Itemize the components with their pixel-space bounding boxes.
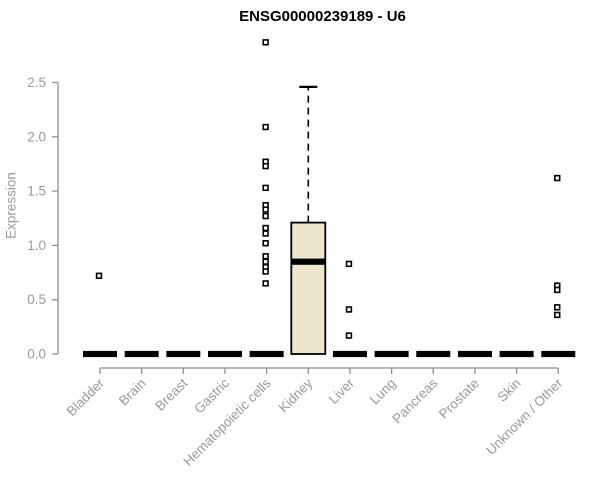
x-axis-category-label-unknown-other: Unknown / Other	[483, 375, 566, 458]
boxplot-brain	[124, 350, 159, 358]
outlier-point	[262, 258, 269, 265]
x-axis-category-label-bladder: Bladder	[64, 375, 108, 419]
median-line	[291, 258, 326, 265]
zero-median-bar	[457, 350, 492, 358]
boxplot-skin	[499, 350, 534, 358]
boxplot-liver	[332, 260, 367, 358]
outlier-point	[262, 123, 269, 131]
y-axis-tick-label: 2.0	[27, 129, 46, 144]
zero-median-bar	[416, 350, 451, 358]
x-axis-category-label-kidney: Kidney	[276, 375, 316, 415]
zero-median-bar	[541, 350, 576, 358]
boxplot-kidney	[290, 85, 327, 355]
outlier-point	[345, 332, 353, 339]
outlier-point	[345, 306, 353, 313]
zero-median-bar	[499, 350, 534, 358]
x-axis-category-label-brain: Brain	[116, 376, 149, 409]
y-axis-tick-label: 1.0	[27, 238, 46, 253]
boxplot-prostate	[457, 350, 492, 358]
outlier-point	[345, 260, 353, 268]
boxplot-lung	[374, 350, 409, 358]
outlier-point	[262, 212, 269, 220]
y-axis-tick-label: 1.5	[27, 184, 46, 199]
x-axis-category-label-breast: Breast	[152, 375, 190, 413]
y-axis-tick-label: 2.5	[27, 75, 46, 90]
outlier-point	[262, 206, 269, 213]
outlier-point	[262, 184, 269, 192]
outlier-point	[262, 230, 269, 237]
outlier-point	[262, 280, 269, 287]
y-axis-tick-label: 0.5	[27, 292, 46, 307]
zero-median-bar	[374, 350, 409, 358]
boxplot-breast	[166, 350, 201, 358]
chart-title: ENSG00000239189 - U6	[239, 8, 406, 25]
iqr-box	[290, 221, 327, 355]
outlier-point	[262, 162, 269, 170]
y-axis: 0.0 0.5 1.0 1.5 2.0 2.5	[27, 75, 59, 362]
outlier-point	[262, 240, 269, 247]
outlier-point	[262, 224, 269, 232]
zero-median-bar	[124, 350, 159, 358]
x-axis-category-label-liver: Liver	[326, 375, 358, 407]
outlier-point	[554, 311, 561, 319]
x-axis-category-label-gastric: Gastric	[191, 375, 232, 416]
outlier-point	[262, 268, 269, 275]
outlier-point	[554, 286, 561, 294]
outlier-point	[95, 272, 103, 280]
outlier-point	[554, 174, 561, 182]
outlier-point	[262, 39, 269, 46]
y-axis-tick-label: 0.0	[27, 347, 46, 362]
outlier-point	[554, 304, 561, 311]
outlier-point	[262, 253, 269, 260]
x-axis-category-label-lung: Lung	[367, 376, 399, 408]
zero-median-bar	[332, 350, 367, 358]
zero-median-bar	[207, 350, 242, 358]
zero-median-bar	[83, 350, 117, 358]
x-axis-category-label-pancreas: Pancreas	[389, 375, 440, 426]
x-axis-category-label-prostate: Prostate	[436, 376, 482, 422]
boxplot-hematopoietic-cells	[249, 39, 284, 358]
boxplot-gastric	[207, 350, 242, 358]
boxplot-pancreas	[416, 350, 451, 358]
boxplot-bladder	[83, 272, 117, 358]
zero-median-bar	[249, 350, 284, 358]
boxplot-unknown-other	[541, 174, 576, 358]
zero-median-bar	[166, 350, 201, 358]
x-axis-category-label-skin: Skin	[495, 376, 524, 405]
